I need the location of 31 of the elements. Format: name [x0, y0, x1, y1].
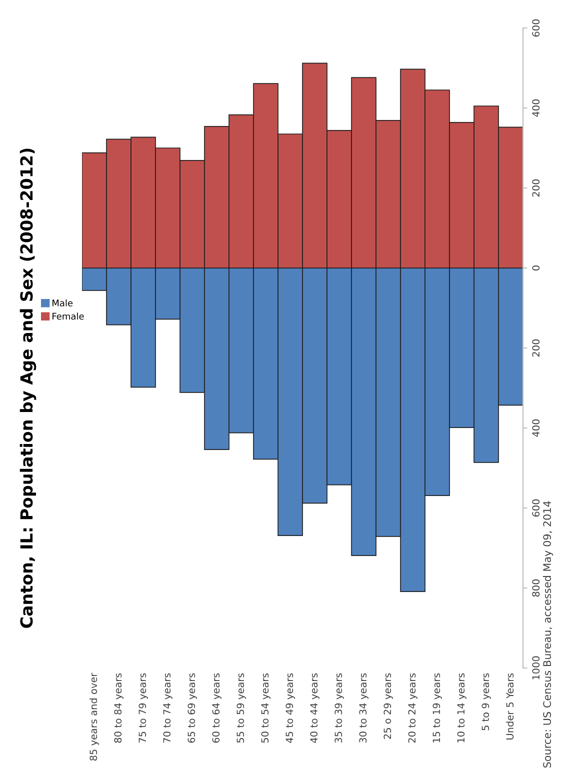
x-tick-label: 85 years and over [90, 672, 99, 761]
y-tick-label: 600 [532, 19, 540, 37]
y-tick-label: 200 [532, 339, 540, 357]
x-tick-label: 35 to 39 years [334, 673, 344, 743]
y-tick-label: 1000 [532, 656, 540, 680]
x-tick-label: 10 to 14 years [457, 673, 466, 742]
x-tick-label: 70 to 74 years [163, 673, 172, 743]
legend-label: Female [52, 312, 84, 320]
y-tick-label: 600 [532, 499, 540, 517]
source-note: Source: US Census Bureau, accessed May 09, 2014 [542, 501, 554, 768]
x-tick-label: 5 to 9 years [482, 673, 491, 730]
x-tick-label: 60 to 64 years [212, 673, 222, 743]
legend-label: Male [52, 299, 73, 306]
x-tick-label: 80 to 84 years [114, 673, 124, 743]
x-tick-label: 50 to 54 years [261, 673, 270, 743]
y-tick-label: 0 [532, 266, 540, 270]
x-tick-label: 45 to 49 years [286, 673, 295, 743]
y-tick-label: 400 [532, 419, 540, 437]
x-tick-label: 65 to 69 years [188, 673, 197, 743]
x-tick-label: 25 o 29 years [384, 673, 393, 739]
x-tick-label: 30 to 34 years [359, 673, 368, 743]
x-tick-label: Under 5 Years [506, 673, 514, 740]
x-tick-label: 55 to 59 years [236, 673, 246, 743]
x-tick-label: 20 to 24 years [408, 673, 418, 743]
x-tick-label: 15 to 19 years [432, 673, 442, 742]
x-tick-label: 75 to 79 years [138, 673, 148, 743]
y-tick-label: 800 [532, 579, 540, 597]
x-tick-label: 40 to 44 years [310, 673, 320, 743]
y-tick-label: 400 [532, 99, 540, 117]
text: Canton, IL: Population by Age and Sex (2008-2012) [20, 148, 36, 628]
y-tick-label: 200 [532, 179, 540, 197]
